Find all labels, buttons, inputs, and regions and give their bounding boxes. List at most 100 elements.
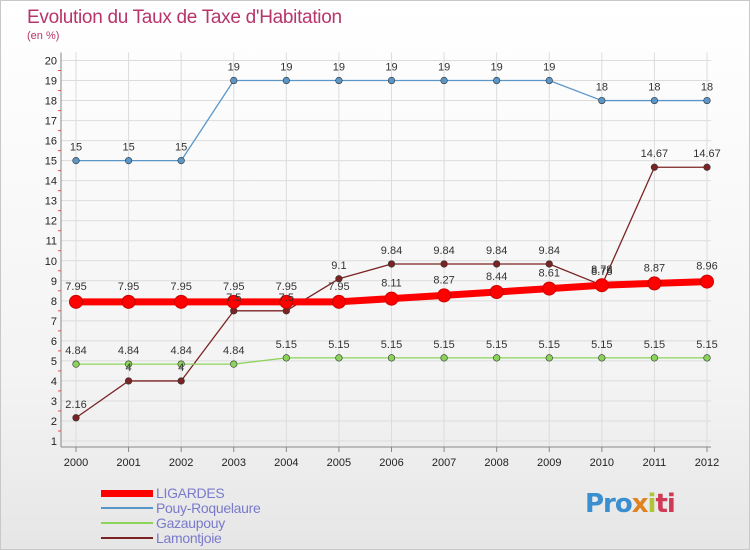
data-label: 5.15: [276, 339, 297, 351]
data-point: [124, 157, 133, 165]
x-tick-label: 2012: [695, 457, 719, 469]
data-point: [72, 414, 80, 422]
data-point: [650, 163, 659, 171]
data-label: 7.95: [223, 281, 244, 293]
data-label: 5.15: [433, 339, 454, 351]
data-label: 19: [228, 62, 240, 74]
x-tick-label: 2001: [116, 457, 140, 469]
data-point: [335, 76, 343, 85]
y-tick-label: 10: [45, 256, 57, 268]
x-tick-label: 2006: [379, 457, 403, 469]
data-label: 7.5: [279, 292, 294, 304]
x-tick-label: 2008: [484, 457, 508, 469]
data-point: [440, 76, 448, 85]
y-tick-label: 18: [45, 96, 57, 108]
data-point: [230, 360, 238, 368]
data-point: [700, 274, 714, 289]
data-label: 8.96: [696, 261, 717, 273]
y-tick-label: 13: [45, 196, 57, 208]
data-label: 14.67: [693, 148, 721, 160]
data-point: [226, 294, 241, 309]
logo-part: ti: [655, 489, 675, 519]
data-label: 15: [122, 142, 134, 154]
data-label: 8.61: [539, 268, 560, 280]
x-tick-label: 2009: [537, 457, 561, 469]
data-point: [387, 260, 396, 268]
data-point: [72, 157, 80, 165]
data-label: 5.15: [539, 339, 560, 351]
data-label: 19: [385, 62, 397, 74]
data-point: [598, 354, 606, 362]
data-label: 5.15: [328, 339, 349, 351]
data-label: 9.1: [331, 260, 346, 272]
data-point: [282, 76, 290, 85]
y-tick-label: 6: [51, 336, 57, 348]
data-label: 8.44: [486, 271, 507, 283]
legend-swatch: [101, 489, 153, 497]
data-label: 9.84: [381, 245, 402, 257]
x-tick-label: 2005: [327, 457, 351, 469]
data-label: 7.95: [328, 281, 349, 293]
data-point: [230, 76, 238, 85]
data-label: 4.84: [223, 345, 244, 357]
y-tick-label: 1: [51, 436, 57, 448]
chart-subtitle: (en %): [27, 30, 60, 42]
data-label: 9.84: [433, 245, 454, 257]
data-label: 8.78: [591, 264, 612, 276]
y-tick-label: 11: [46, 236, 57, 248]
x-tick-label: 2007: [432, 457, 456, 469]
data-label: 8.27: [433, 274, 454, 286]
data-label: 4: [178, 362, 184, 374]
y-tick-label: 19: [45, 76, 57, 88]
legend-label: Gazaupouy: [156, 515, 225, 531]
data-point: [440, 354, 448, 362]
data-label: 9.84: [486, 245, 507, 257]
data-point: [650, 96, 659, 105]
data-label: 7.95: [276, 281, 297, 293]
y-tick-label: 5: [51, 356, 57, 368]
data-point: [493, 260, 501, 268]
data-point: [124, 377, 133, 385]
x-tick-label: 2000: [64, 457, 88, 469]
y-tick-label: 20: [45, 56, 57, 68]
data-point: [647, 276, 662, 291]
data-point: [545, 354, 553, 362]
y-tick-label: 16: [45, 136, 57, 148]
data-point: [703, 163, 711, 171]
legend-label: Pouy-Roquelaure: [156, 500, 261, 516]
data-label: 18: [648, 82, 660, 94]
data-label: 7.5: [226, 292, 241, 304]
data-label: 4.84: [118, 345, 139, 357]
data-label: 19: [280, 62, 292, 74]
data-point: [335, 354, 343, 362]
data-label: 15: [175, 142, 187, 154]
data-point: [121, 294, 136, 309]
data-label: 8.11: [381, 278, 402, 290]
data-label: 5.15: [644, 339, 665, 351]
data-label: 8.87: [644, 262, 665, 274]
legend-swatch: [101, 522, 153, 524]
data-point: [703, 354, 711, 362]
data-label: 7.95: [170, 281, 191, 293]
data-point: [650, 354, 659, 362]
x-tick-label: 2003: [222, 457, 246, 469]
data-label: 5.15: [591, 339, 612, 351]
data-label: 4: [126, 362, 132, 374]
data-point: [177, 377, 185, 385]
y-tick-label: 4: [51, 376, 57, 388]
y-tick-label: 3: [51, 396, 57, 408]
data-point: [440, 260, 448, 268]
data-point: [177, 360, 185, 368]
data-point: [69, 294, 83, 309]
data-label: 19: [543, 62, 555, 74]
data-point: [279, 294, 294, 309]
data-point: [387, 354, 396, 362]
legend-swatch: [101, 507, 153, 509]
data-label: 18: [596, 82, 608, 94]
y-tick-label: 15: [45, 156, 57, 168]
data-label: 19: [333, 62, 345, 74]
data-point: [72, 360, 80, 368]
data-label: 8.78: [591, 266, 612, 278]
legend-label: LIGARDES: [156, 485, 225, 501]
logo-part: Pro: [585, 489, 633, 519]
